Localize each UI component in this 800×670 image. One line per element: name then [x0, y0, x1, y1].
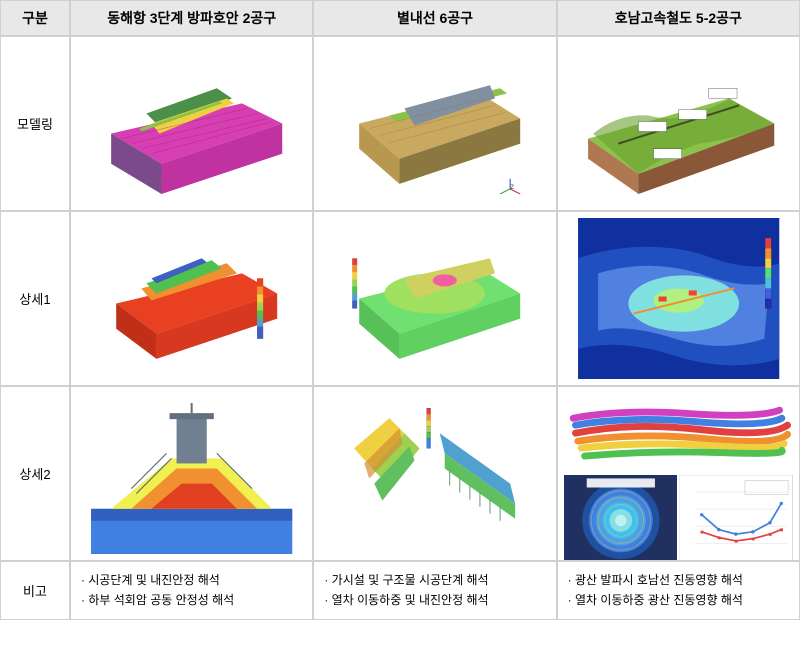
note-text: 가시설 및 구조물 시공단계 해석	[324, 570, 488, 590]
legend-bar-icon	[257, 278, 263, 338]
deformed-structure-icon	[320, 393, 549, 554]
modeling-image-1	[70, 36, 313, 211]
note-text: 하부 석회암 공동 안정성 해석	[81, 590, 234, 610]
detail1-image-2	[313, 211, 556, 386]
note-text: 열차 이동하중 광산 진동영향 해석	[568, 590, 743, 610]
legend-bar-icon	[765, 238, 771, 308]
radial-wave-icon	[564, 475, 678, 561]
displacement-contour-icon	[320, 218, 549, 379]
detail2-image-3	[557, 386, 800, 561]
header-category: 구분	[0, 0, 70, 36]
fem-block-station-icon: z	[320, 43, 549, 204]
section-thermal-icon	[77, 393, 306, 554]
row-label-notes: 비고	[0, 561, 70, 620]
detail1-image-3	[557, 211, 800, 386]
header-project-1: 동해항 3단계 방파호안 2공구	[70, 0, 313, 36]
notes-col1: 시공단계 및 내진안정 해석 하부 석회암 공동 안정성 해석	[70, 561, 313, 620]
row-label-modeling: 모델링	[0, 36, 70, 211]
detail2-image-1	[70, 386, 313, 561]
note-text: 시공단계 및 내진안정 해석	[81, 570, 220, 590]
modeling-image-3	[557, 36, 800, 211]
comparison-table: 구분 동해항 3단계 방파호안 2공구 별내선 6공구 호남고속철도 5-2공구…	[0, 0, 800, 620]
terrain-contour-icon	[564, 218, 793, 379]
note-text: 광산 발파시 호남선 진동영향 해석	[568, 570, 743, 590]
line-graph-icon	[679, 475, 793, 561]
legend-bar-icon	[352, 258, 357, 308]
fem-block-breakwater-icon	[77, 43, 306, 204]
notes-col2: 가시설 및 구조물 시공단계 해석 열차 이동하중 및 내진안정 해석	[313, 561, 556, 620]
header-project-3: 호남고속철도 5-2공구	[557, 0, 800, 36]
notes-col3: 광산 발파시 호남선 진동영향 해석 열차 이동하중 광산 진동영향 해석	[557, 561, 800, 620]
note-text: 열차 이동하중 및 내진안정 해석	[324, 590, 488, 610]
fem-terrain-rail-icon	[564, 43, 793, 204]
row-label-detail1: 상세1	[0, 211, 70, 386]
stress-contour-block-icon	[77, 218, 306, 379]
modeling-image-2: z	[313, 36, 556, 211]
header-project-2: 별내선 6공구	[313, 0, 556, 36]
row-label-detail2: 상세2	[0, 386, 70, 561]
legend-bar-icon	[427, 408, 431, 448]
detail2-image-2	[313, 386, 556, 561]
detail1-image-1	[70, 211, 313, 386]
tunnel-network-icon	[564, 393, 793, 473]
